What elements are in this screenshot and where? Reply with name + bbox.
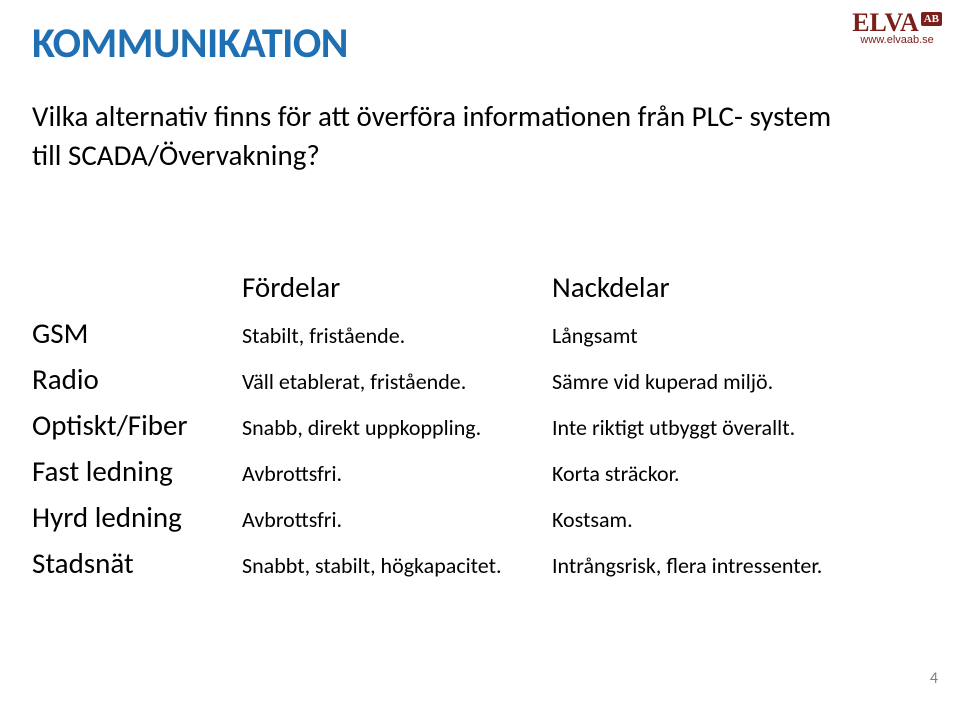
- table-row: Optiskt/FiberSnabb, direkt uppkoppling.I…: [32, 407, 928, 443]
- table-header-advantages: Fördelar: [242, 269, 552, 305]
- row-advantages: Snabb, direkt uppkoppling.: [242, 414, 552, 441]
- table-header-row: Fördelar Nackdelar: [32, 269, 928, 305]
- logo-url-text: www.elvaab.se: [852, 34, 942, 46]
- row-disadvantages: Korta sträckor.: [552, 460, 928, 487]
- table-row: RadioVäll etablerat, fristående.Sämre vi…: [32, 361, 928, 397]
- row-advantages: Avbrottsfri.: [242, 506, 552, 533]
- row-advantages: Stabilt, fristående.: [242, 322, 552, 349]
- table-header-disadvantages: Nackdelar: [552, 269, 928, 305]
- table-row: Fast ledningAvbrottsfri.Korta sträckor.: [32, 453, 928, 489]
- comparison-table: Fördelar Nackdelar GSMStabilt, friståend…: [32, 269, 928, 581]
- row-advantages: Väll etablerat, fristående.: [242, 368, 552, 395]
- logo-suffix-badge: AB: [921, 12, 942, 26]
- table-row: Hyrd ledningAvbrottsfri.Kostsam.: [32, 499, 928, 535]
- page-number: 4: [930, 669, 938, 688]
- logo-line: ELVAAB: [852, 10, 942, 36]
- table-row: GSMStabilt, fristående.Långsamt: [32, 315, 928, 351]
- table-body: GSMStabilt, fristående.Långsamt RadioVäll…: [32, 315, 928, 581]
- row-name: Fast ledning: [32, 453, 242, 489]
- row-name: Stadsnät: [32, 545, 242, 581]
- row-name: Radio: [32, 361, 242, 397]
- page-subtitle: Vilka alternativ finns för att överföra …: [32, 97, 832, 175]
- brand-logo: ELVAAB www.elvaab.se: [852, 10, 942, 46]
- row-advantages: Avbrottsfri.: [242, 460, 552, 487]
- row-name: Optiskt/Fiber: [32, 407, 242, 443]
- row-name: GSM: [32, 315, 242, 351]
- row-disadvantages: Långsamt: [552, 322, 928, 349]
- row-disadvantages: Kostsam.: [552, 506, 928, 533]
- row-name: Hyrd ledning: [32, 499, 242, 535]
- row-disadvantages: Sämre vid kuperad miljö.: [552, 368, 928, 395]
- table-row: StadsnätSnabbt, stabilt, högkapacitet.In…: [32, 545, 928, 581]
- row-disadvantages: Inte riktigt utbyggt överallt.: [552, 414, 928, 441]
- page-title: KOMMUNIKATION: [32, 18, 928, 69]
- logo-brand-text: ELVA: [852, 10, 919, 36]
- row-advantages: Snabbt, stabilt, högkapacitet.: [242, 552, 552, 579]
- slide-page: ELVAAB www.elvaab.se KOMMUNIKATION Vilka…: [0, 0, 960, 702]
- row-disadvantages: Intrångsrisk, flera intressenter.: [552, 552, 928, 579]
